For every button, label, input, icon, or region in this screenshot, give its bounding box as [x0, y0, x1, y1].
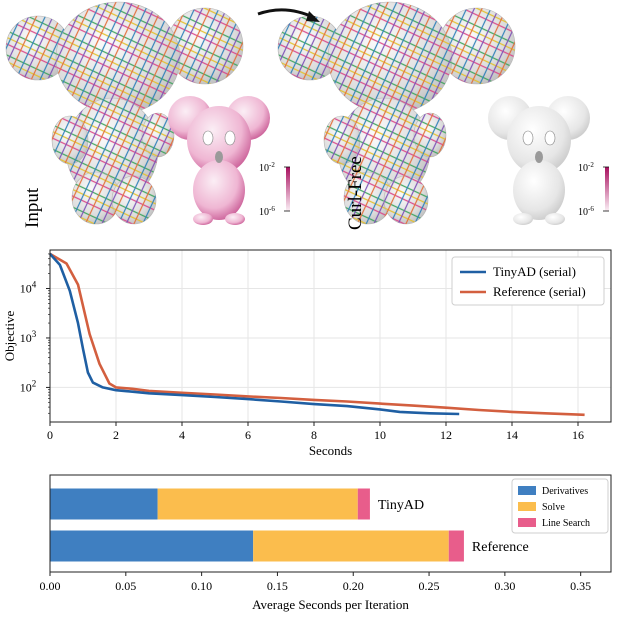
x-tick-label: 0.25 — [419, 579, 440, 593]
colorbar-bottom-label: 10-6 — [259, 205, 275, 218]
mouse-mouth — [535, 151, 543, 163]
bear-left-foot-strokes — [344, 172, 392, 224]
curl-free-label: Curl-Free — [345, 156, 366, 230]
line-chart-legend: TinyAD (serial) Reference (serial) — [451, 256, 605, 306]
line-chart-y-ticks: 102 103 104 — [20, 253, 50, 414]
mouse-left-foot — [193, 213, 213, 225]
x-tick-label: 16 — [572, 428, 584, 442]
legend-label: Line Search — [542, 518, 590, 529]
mouse-left-eye — [522, 130, 534, 146]
colorbar-right: 10-2 10-6 — [578, 161, 609, 218]
series-line-reference — [49, 252, 585, 417]
mouse-head — [507, 106, 571, 174]
mouse-body — [193, 160, 245, 220]
bar-chart-x-ticks: 0.00 0.05 0.10 0.15 0.20 0.25 0.30 0.35 — [40, 572, 591, 593]
legend-label: TinyAD (serial) — [493, 264, 576, 279]
input-label: Input — [22, 187, 43, 228]
x-tick-label: 14 — [506, 428, 518, 442]
bar-chart-legend: Derivatives Solve Line Search — [511, 478, 609, 534]
mouse-left-foot — [513, 213, 533, 225]
bear-right-ear-strokes — [167, 8, 243, 84]
x-tick-label: 0.05 — [115, 579, 136, 593]
category-label: TinyAD — [378, 498, 424, 513]
colorbar-bottom-label: 10-6 — [578, 205, 594, 218]
bar-chart-frame — [49, 474, 612, 573]
bear-right-foot-strokes — [112, 176, 156, 224]
legend-swatch — [518, 502, 536, 511]
x-tick-label: 0.30 — [494, 579, 515, 593]
bar-chart-x-axis-label: Average Seconds per Iteration — [252, 597, 409, 612]
mouse-head — [187, 106, 251, 174]
x-tick-label: 8 — [311, 428, 317, 442]
x-tick-label: 0.10 — [191, 579, 212, 593]
line-chart-x-ticks: 0 2 4 6 8 10 12 14 16 — [47, 422, 584, 442]
mouse-right-eye — [544, 130, 556, 146]
x-tick-label: 0.00 — [40, 579, 61, 593]
bear-left-ear-strokes — [278, 16, 342, 80]
bear-right-arm-strokes — [414, 113, 446, 157]
iteration-time-bar-chart: 0.00 0.05 0.10 0.15 0.20 0.25 0.30 0.35 TinyAD R… — [40, 474, 612, 612]
bear-left-arm-strokes — [324, 116, 360, 164]
legend-swatch — [518, 518, 536, 527]
colorbar-top-label: 10-2 — [259, 161, 275, 174]
curl-free-error-mouse-render — [488, 96, 590, 225]
legend-label: Reference (serial) — [493, 284, 586, 299]
bear-right-foot-strokes — [384, 176, 428, 224]
bear-head-strokes — [328, 2, 452, 114]
input-bear-render — [5, 1, 244, 225]
x-tick-label: 0 — [47, 428, 53, 442]
x-tick-label: 2 — [113, 428, 119, 442]
series-line-tinyad — [49, 253, 460, 416]
bear-right-ear-strokes — [439, 8, 515, 84]
mouse-mouth — [215, 151, 223, 163]
bar-line-search-tinyad — [357, 488, 370, 520]
x-tick-label: 0.15 — [267, 579, 288, 593]
bar-chart-category-labels: TinyAD Reference — [378, 498, 529, 555]
colorbar-left: 10-2 10-6 — [259, 161, 290, 218]
bar-line-search-reference — [448, 530, 464, 562]
bear-right-arm-strokes — [142, 113, 174, 157]
x-tick-label: 4 — [179, 428, 185, 442]
bear-head-strokes — [56, 2, 180, 114]
mouse-right-foot — [225, 213, 245, 225]
category-label: Reference — [472, 540, 529, 555]
mouse-left-eye — [202, 130, 214, 146]
bear-left-ear-strokes — [6, 16, 70, 80]
x-tick-label: 0.20 — [343, 579, 364, 593]
legend-box — [451, 256, 605, 306]
legend-label: Solve — [542, 502, 565, 513]
bar-derivatives-tinyad — [50, 488, 158, 520]
legend-swatch — [518, 486, 536, 495]
colorbar-top-label: 10-2 — [578, 161, 594, 174]
bar-solve-tinyad — [157, 488, 358, 520]
line-chart-frame — [49, 249, 612, 423]
bar-derivatives-reference — [50, 530, 254, 562]
mouse-right-eye — [224, 130, 236, 146]
line-chart-x-axis-label: Seconds — [309, 443, 352, 458]
bear-left-foot-strokes — [72, 172, 120, 224]
input-error-mouse-render — [168, 96, 270, 225]
y-tick-label: 102 — [20, 378, 37, 394]
x-tick-label: 12 — [440, 428, 452, 442]
bear-left-arm-strokes — [52, 116, 88, 164]
line-chart-y-axis-label: Objective — [2, 311, 17, 362]
mouse-right-foot — [545, 213, 565, 225]
bar-solve-reference — [253, 530, 449, 562]
bar-chart-bars — [50, 488, 464, 562]
y-tick-label: 103 — [20, 329, 37, 345]
x-tick-label: 10 — [374, 428, 386, 442]
line-chart-series — [49, 252, 585, 417]
x-tick-label: 6 — [245, 428, 251, 442]
x-tick-label: 0.35 — [570, 579, 591, 593]
legend-label: Derivatives — [542, 486, 588, 497]
objective-line-chart: 0 2 4 6 8 10 12 14 16 102 103 104 Seconds Objectiv… — [2, 249, 612, 458]
arrow-head-icon — [306, 11, 320, 22]
mouse-body — [513, 160, 565, 220]
y-tick-label: 104 — [20, 279, 37, 295]
top-render-panel: 10-2 10-6 10-2 10-6 Input Curl-Free — [5, 1, 609, 230]
curl-free-bear-render — [277, 1, 516, 225]
